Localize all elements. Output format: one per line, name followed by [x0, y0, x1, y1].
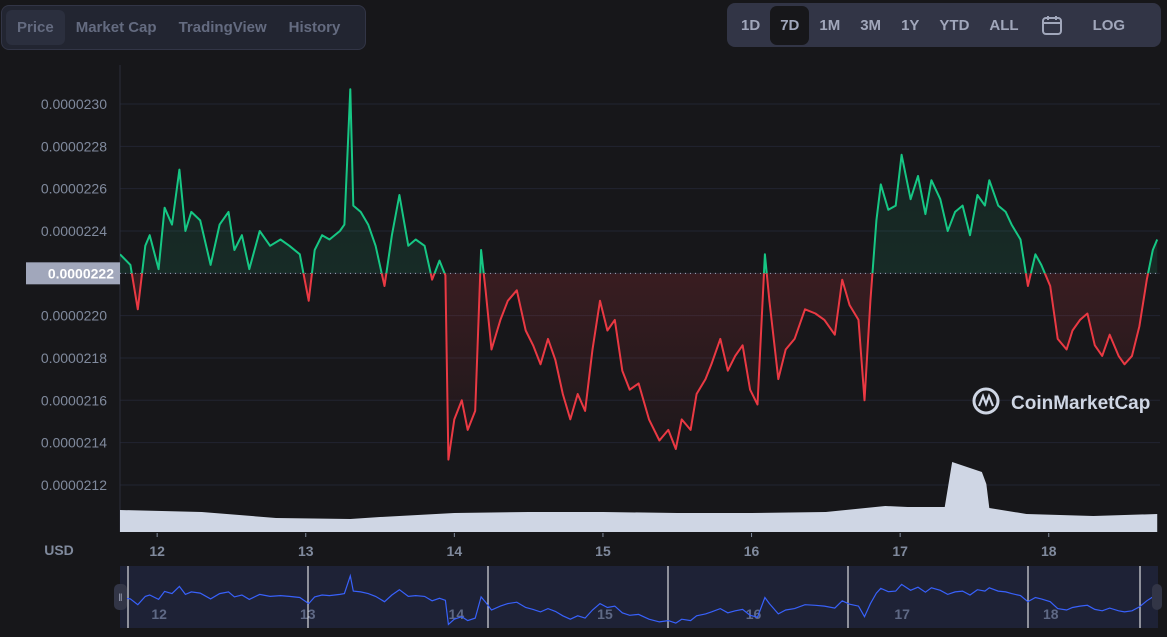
x-tick-label: 17 [892, 543, 908, 559]
navigator-day-label: 17 [894, 606, 910, 622]
y-tick-label: 0.0000226 [41, 181, 107, 197]
x-tick-label: 18 [1041, 543, 1057, 559]
y-tick-label: 0.0000214 [41, 435, 107, 451]
y-tick-label: 0.0000216 [41, 392, 107, 408]
navigator-day-label: 15 [597, 606, 613, 622]
y-tick-label: 0.0000220 [41, 308, 107, 324]
y-tick-label: 0.0000218 [41, 350, 107, 366]
range-ytd[interactable]: YTD [939, 16, 970, 34]
currency-label: USD [44, 542, 74, 558]
y-tick-label: 0.0000230 [41, 96, 107, 112]
navigator-left-handle[interactable] [114, 584, 127, 610]
tab-tradingview[interactable]: TradingView [178, 19, 267, 36]
watermark-text: CoinMarketCap [1011, 393, 1150, 414]
navigator-day-label: 14 [449, 606, 465, 622]
price-line-up [120, 88, 1159, 274]
range-all[interactable]: ALL [989, 16, 1019, 34]
tab-history[interactable]: History [288, 19, 341, 36]
y-tick-label: 0.0000228 [41, 138, 107, 154]
volume-area [120, 462, 1158, 532]
price-area-above [120, 89, 1158, 274]
x-tick-label: 12 [149, 543, 165, 559]
baseline-price-label: 0.0000222 [26, 262, 120, 285]
calendar-icon[interactable] [1041, 14, 1063, 36]
range-1y[interactable]: 1Y [901, 16, 920, 34]
range-1d[interactable]: 1D [741, 16, 761, 34]
navigator-price-line [119, 573, 1158, 626]
navigator-day-label: 16 [746, 606, 762, 622]
range-3m[interactable]: 3M [860, 16, 882, 34]
x-tick-label: 15 [595, 543, 611, 559]
navigator-right-handle[interactable] [1152, 584, 1162, 610]
y-tick-label: 0.0000224 [41, 223, 107, 239]
range-navigator[interactable]: 12 13 14 15 16 17 18 ‖ [114, 566, 1162, 628]
price-area-below [131, 273, 1149, 460]
chart-type-tabs: Price Market Cap TradingView History [1, 5, 366, 50]
x-tick-label: 14 [447, 543, 463, 559]
x-tick-label: 16 [744, 543, 760, 559]
tab-market-cap[interactable]: Market Cap [75, 19, 157, 36]
tab-price[interactable]: Price [6, 10, 65, 45]
coinmarketcap-logo-icon [972, 387, 1000, 415]
navigator-day-label: 18 [1043, 606, 1059, 622]
log-scale-toggle[interactable]: LOG [1092, 16, 1126, 34]
baseline-price-text: 0.0000222 [48, 265, 114, 281]
svg-text:‖: ‖ [118, 593, 122, 604]
range-7d[interactable]: 7D [770, 5, 810, 45]
price-line-down [130, 273, 1150, 461]
watermark-logo: CoinMarketCap [972, 387, 1150, 415]
time-range-selector: 1D 7D 1M 3M 1Y YTD ALL LOG [727, 3, 1161, 47]
navigator-day-label: 12 [151, 606, 167, 622]
y-tick-label: 0.0000212 [41, 477, 107, 493]
x-tick-label: 13 [298, 543, 314, 559]
range-1m[interactable]: 1M [819, 16, 841, 34]
